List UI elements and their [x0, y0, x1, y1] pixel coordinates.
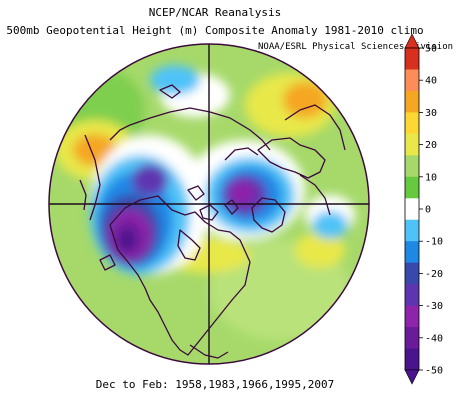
colorbar-swatch: [405, 155, 419, 178]
title-line-1: NCEP/NCAR Reanalysis: [148, 6, 282, 19]
colorbar-swatch: [405, 69, 419, 92]
footer-caption: Dec to Feb: 1958,1983,1966,1995,2007: [95, 378, 335, 391]
colorbar-label: -10: [425, 237, 443, 248]
colorbar-swatch: [405, 48, 419, 70]
colorbar-swatch: [405, 176, 419, 199]
colorbar-swatch: [405, 133, 419, 156]
colorbar-arrow-top: [404, 33, 420, 49]
colorbar-label: 30: [425, 108, 437, 119]
colorbar-swatch: [405, 262, 419, 285]
polar-map: [49, 44, 369, 364]
colorbar-swatch: [405, 305, 419, 328]
colorbar-swatch: [405, 90, 419, 113]
credit-text: NOAA/ESRL Physical Sciences Division: [258, 42, 454, 52]
title-line-2: 500mb Geopotential Height (m) Composite …: [6, 24, 424, 37]
colorbar-label: 50: [425, 44, 437, 55]
colorbar-swatch: [405, 284, 419, 307]
map-border: [48, 43, 370, 365]
colorbar-swatch: [405, 198, 419, 221]
colorbar-swatch: [405, 219, 419, 242]
colorbar-label: 20: [425, 140, 437, 151]
colorbar-swatch: [405, 327, 419, 350]
colorbar-label: -20: [425, 269, 443, 280]
colorbar: 50 40 30 20 10 0 -10 -20 -30 -40 -50: [404, 33, 443, 385]
colorbar-label: -40: [425, 333, 443, 344]
colorbar-arrow-bottom: [404, 369, 420, 385]
colorbar-label: -50: [425, 366, 443, 377]
colorbar-label: 40: [425, 76, 437, 87]
colorbar-label: 0: [425, 205, 431, 216]
colorbar-swatch: [405, 348, 419, 371]
colorbar-swatch: [405, 112, 419, 135]
colorbar-label: -30: [425, 301, 443, 312]
colorbar-label: 10: [425, 172, 437, 183]
coastlines: [79, 84, 346, 359]
colorbar-swatch: [405, 241, 419, 264]
graticule: [49, 44, 369, 364]
